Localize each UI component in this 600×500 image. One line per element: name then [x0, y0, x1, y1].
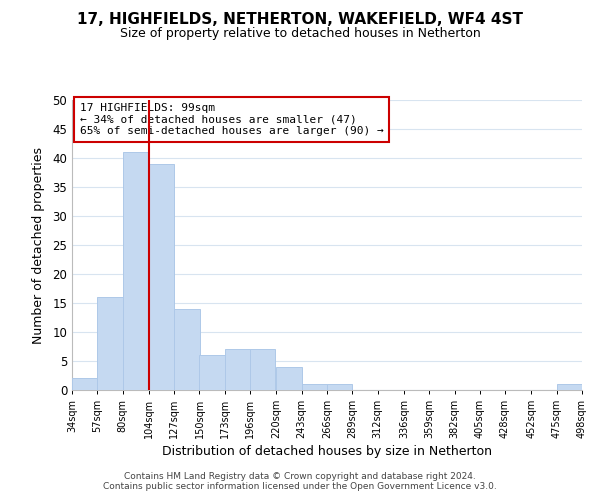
Bar [122, 152, 148, 390]
Bar [250, 350, 275, 390]
Text: Contains public sector information licensed under the Open Government Licence v3: Contains public sector information licen… [103, 482, 497, 491]
Bar [72, 378, 97, 390]
Y-axis label: Number of detached properties: Number of detached properties [32, 146, 46, 344]
Bar [149, 164, 174, 390]
Bar [97, 297, 122, 390]
X-axis label: Distribution of detached houses by size in Netherton: Distribution of detached houses by size … [162, 446, 492, 458]
Text: Size of property relative to detached houses in Netherton: Size of property relative to detached ho… [119, 28, 481, 40]
Bar [199, 355, 225, 390]
Bar [557, 384, 582, 390]
Text: 17, HIGHFIELDS, NETHERTON, WAKEFIELD, WF4 4ST: 17, HIGHFIELDS, NETHERTON, WAKEFIELD, WF… [77, 12, 523, 28]
Bar [174, 309, 199, 390]
Bar [302, 384, 327, 390]
Bar [277, 367, 302, 390]
Text: Contains HM Land Registry data © Crown copyright and database right 2024.: Contains HM Land Registry data © Crown c… [124, 472, 476, 481]
Text: 17 HIGHFIELDS: 99sqm
← 34% of detached houses are smaller (47)
65% of semi-detac: 17 HIGHFIELDS: 99sqm ← 34% of detached h… [80, 103, 383, 136]
Bar [225, 350, 250, 390]
Bar [327, 384, 352, 390]
